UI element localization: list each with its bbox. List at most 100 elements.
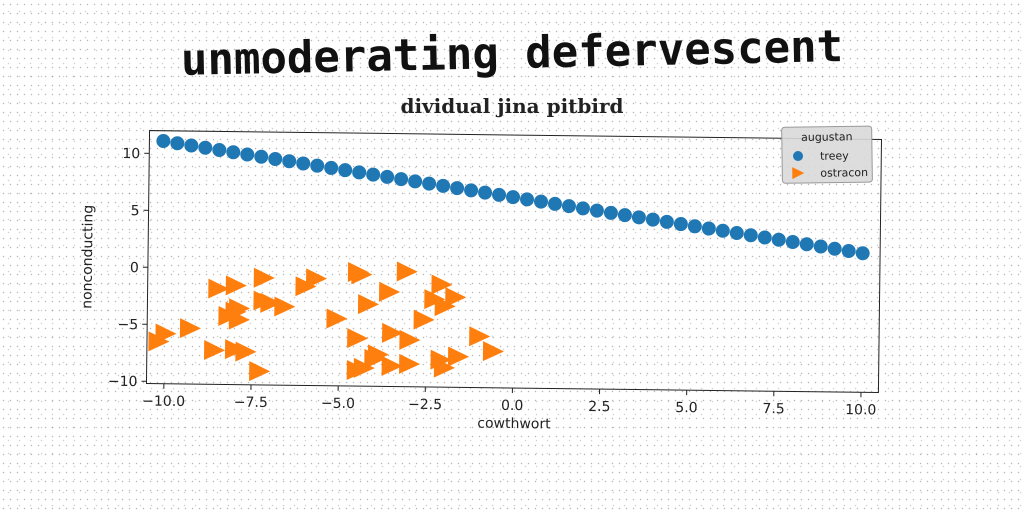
ostracon-point	[434, 296, 456, 317]
plot-area-frame	[145, 130, 883, 393]
treey-point	[673, 217, 688, 232]
ostracon-point	[351, 264, 373, 285]
treey-point	[771, 232, 786, 247]
treey-point	[492, 187, 507, 202]
treey-point	[184, 138, 199, 153]
treey-point	[338, 163, 353, 178]
ostracon-point	[469, 326, 491, 347]
treey-point	[408, 174, 423, 189]
legend-title: augustan	[801, 130, 853, 144]
treey-point	[547, 196, 562, 211]
treey-point	[533, 194, 548, 209]
treey-point	[212, 142, 227, 157]
treey-point	[156, 133, 171, 148]
ostracon-point	[431, 274, 453, 295]
ostracon-point	[367, 344, 389, 365]
ostracon-point	[424, 289, 446, 310]
treey-point	[617, 208, 632, 223]
treey-point	[841, 244, 856, 259]
treey-point	[603, 205, 618, 220]
x-tick-label: 10.0	[845, 402, 876, 418]
x-tick-label: −2.5	[408, 397, 442, 413]
ostracon-point	[396, 261, 418, 282]
ostracon-point	[295, 276, 317, 297]
x-tick-label: 0.0	[501, 398, 523, 414]
y-tick-label: 5	[131, 203, 140, 219]
treey-point	[813, 239, 828, 254]
ostracon-point	[447, 346, 470, 367]
ostracon-point	[253, 290, 275, 311]
y-tick-label: −5	[117, 317, 138, 333]
treey-point	[436, 178, 451, 193]
legend-marker-ostracon	[792, 167, 805, 180]
ostracon-point	[353, 357, 375, 378]
ostracon-point	[381, 322, 404, 343]
treey-point	[715, 223, 730, 238]
y-axis-label: nonconducting	[79, 205, 96, 309]
treey-point	[631, 210, 646, 225]
series-treey	[156, 133, 870, 261]
treey-point	[310, 158, 325, 173]
treey-point	[506, 190, 521, 205]
x-axis-label: cowthwort	[477, 416, 551, 433]
x-tick-label: 5.0	[675, 400, 697, 416]
treey-point	[520, 192, 535, 207]
x-tick-label: 2.5	[588, 399, 610, 415]
treey-point	[394, 172, 409, 187]
treey-point	[701, 221, 716, 236]
treey-point	[324, 160, 339, 175]
ostracon-point	[179, 318, 201, 339]
treey-point	[254, 149, 269, 164]
treey-point	[170, 136, 185, 151]
ostracon-point	[433, 357, 455, 378]
treey-point	[589, 203, 604, 218]
treey-point	[352, 165, 367, 180]
x-tick-label: −5.0	[321, 396, 355, 412]
treey-point	[450, 181, 465, 196]
ostracon-point	[305, 268, 328, 289]
treey-point	[268, 151, 283, 166]
ostracon-point	[445, 287, 467, 308]
treey-point	[226, 145, 241, 160]
ostracon-point	[413, 309, 435, 330]
y-tick-label: 10	[122, 146, 140, 162]
treey-point	[645, 212, 660, 227]
treey-point	[422, 176, 437, 191]
ostracon-point	[326, 308, 348, 329]
x-tick-label: −10.0	[142, 393, 185, 410]
ostracon-point	[224, 339, 247, 360]
treey-point	[464, 183, 479, 198]
ostracon-point	[228, 309, 250, 330]
chart-subtitle: dividual jina pitbird	[400, 94, 624, 118]
y-tick-label: −10	[108, 374, 138, 390]
ostracon-point	[253, 267, 275, 288]
treey-point	[659, 214, 674, 229]
ostracon-point	[357, 294, 380, 315]
treey-point	[785, 235, 800, 250]
treey-point	[366, 167, 381, 182]
ostracon-point	[347, 328, 369, 349]
legend: augustan treey ostracon	[781, 125, 873, 184]
treey-point	[799, 237, 814, 252]
treey-point	[282, 154, 297, 169]
treey-point	[855, 246, 870, 261]
treey-point	[687, 219, 702, 234]
ostracon-point	[274, 296, 296, 317]
y-tick-label: 0	[130, 260, 139, 276]
treey-point	[198, 140, 213, 155]
treey-point	[240, 147, 255, 162]
legend-label-treey: treey	[820, 149, 849, 162]
x-axis: −10.0 −7.5 −5.0 −2.5 0.0 2.5 5.0 7.5 10.0	[142, 383, 876, 418]
treey-point	[575, 201, 590, 216]
treey-point	[827, 241, 842, 256]
ostracon-point	[225, 275, 247, 296]
ostracon-point	[208, 278, 230, 299]
legend-box	[781, 125, 873, 184]
ostracon-point	[203, 340, 226, 361]
legend-marker-treey	[793, 151, 804, 162]
ostracon-point	[381, 355, 403, 376]
treey-point	[296, 156, 311, 171]
treey-point	[757, 230, 772, 245]
